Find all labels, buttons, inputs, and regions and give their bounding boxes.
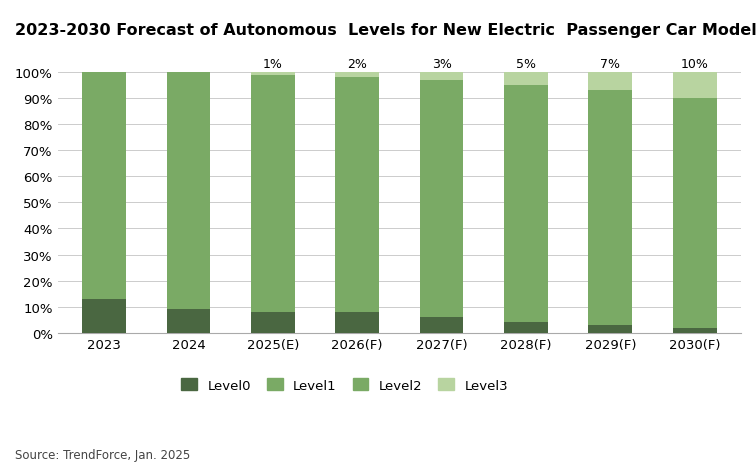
Text: Source: TrendForce, Jan. 2025: Source: TrendForce, Jan. 2025: [15, 448, 191, 461]
Bar: [504, 73, 548, 86]
Text: 1%: 1%: [263, 58, 283, 71]
Bar: [420, 73, 463, 81]
Bar: [673, 73, 717, 99]
Text: 5%: 5%: [516, 58, 536, 71]
Bar: [251, 75, 295, 312]
Legend: Level0, Level1, Level2, Level3: Level0, Level1, Level2, Level3: [175, 373, 513, 397]
Bar: [504, 323, 548, 333]
Bar: [420, 318, 463, 333]
Bar: [673, 328, 717, 333]
Bar: [335, 78, 379, 312]
Text: 2023-2030 Forecast of Autonomous  Levels for New Electric  Passenger Car Models: 2023-2030 Forecast of Autonomous Levels …: [15, 23, 756, 38]
Bar: [588, 73, 632, 91]
Bar: [588, 325, 632, 333]
Bar: [420, 81, 463, 318]
Bar: [251, 73, 295, 75]
Bar: [82, 73, 126, 299]
Text: 2%: 2%: [347, 58, 367, 71]
Bar: [82, 299, 126, 333]
Bar: [251, 312, 295, 333]
Bar: [504, 86, 548, 323]
Bar: [335, 73, 379, 78]
Bar: [673, 99, 717, 328]
Text: 3%: 3%: [432, 58, 451, 71]
Bar: [166, 310, 210, 333]
Bar: [166, 73, 210, 310]
Bar: [588, 91, 632, 325]
Text: 7%: 7%: [600, 58, 620, 71]
Text: 10%: 10%: [680, 58, 708, 71]
Bar: [335, 312, 379, 333]
